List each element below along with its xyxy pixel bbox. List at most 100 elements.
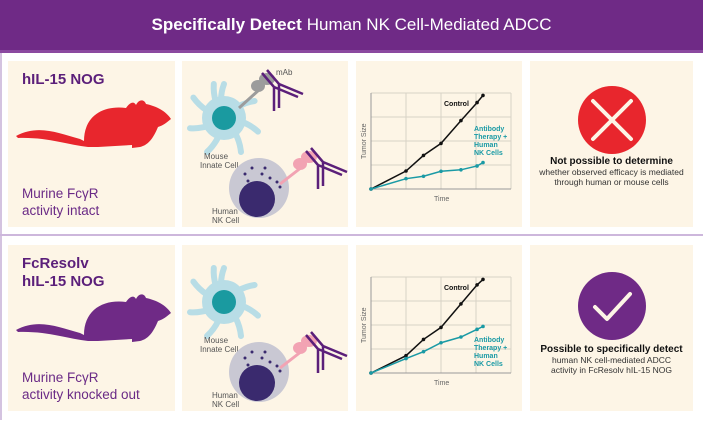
- mouse-innate-cell: [187, 81, 261, 155]
- granule: [243, 356, 247, 360]
- granule: [263, 350, 267, 354]
- y-axis-label: Tumor Size: [361, 123, 368, 159]
- antibody-series-line: [370, 325, 484, 374]
- mouse-innate-cell: [187, 265, 261, 339]
- data-point: [421, 174, 426, 179]
- data-point: [421, 349, 426, 354]
- data-point: [459, 335, 463, 339]
- legend-antibody: Antibody: [474, 126, 504, 133]
- model-title-2: hIL-15 NOG: [22, 273, 105, 290]
- receptor-stalk: [279, 349, 303, 370]
- conclusion-text: Possible to specifically detect human NK …: [530, 344, 693, 376]
- header-title-rest: Human NK Cell-Mediated ADCC: [306, 15, 552, 34]
- legend-control: Control: [444, 285, 469, 292]
- page-header: Specifically Detect Human NK Cell-Mediat…: [0, 0, 703, 53]
- model-note-1: Murine FcγR: [22, 186, 99, 201]
- antibody-icon: [305, 331, 348, 373]
- data-point: [439, 325, 443, 330]
- granule: [275, 364, 279, 368]
- x-axis-label: Time: [434, 380, 449, 387]
- data-point: [439, 169, 443, 174]
- x-mark: [591, 99, 633, 141]
- granule: [250, 350, 254, 354]
- nk-cell-label: Human: [212, 391, 238, 400]
- data-point: [421, 153, 426, 158]
- tumor-chart-panel: Time Tumor Size Control Antibody Therapy + Hu…: [356, 245, 522, 411]
- granule: [268, 176, 272, 180]
- model-note-2: activity intact: [22, 203, 100, 218]
- antibody-icon: [261, 69, 304, 111]
- human-nk-cell: [229, 158, 289, 218]
- result-panel: Possible to specifically detect human NK …: [530, 245, 693, 411]
- legend-antibody: NK Cells: [474, 361, 503, 368]
- granule: [278, 369, 282, 373]
- mab-label: mAb: [276, 68, 293, 77]
- data-point: [404, 169, 408, 173]
- result-circle: [578, 272, 646, 340]
- conclusion-bold: Possible to specifically detect: [540, 344, 683, 355]
- result-panel: Not possible to determine whether observe…: [530, 61, 693, 227]
- data-point: [404, 353, 408, 358]
- conclusion-1: whether observed efficacy is mediated: [539, 167, 684, 177]
- antibody-icon: [305, 147, 348, 189]
- data-point: [421, 337, 426, 342]
- legend-antibody: Antibody: [474, 337, 504, 344]
- nk-cell-label: NK Cell: [212, 400, 239, 409]
- nk-cell-nucleus: [239, 181, 275, 217]
- left-rule: [0, 53, 2, 420]
- granule: [250, 166, 254, 170]
- nk-cell-label: Human: [212, 207, 238, 216]
- antibody-series-line: [370, 161, 484, 190]
- data-point: [369, 187, 373, 191]
- innate-cell-label: Mouse: [204, 336, 229, 345]
- innate-cell-nucleus: [212, 290, 236, 314]
- model-title: FcResolv hIL-15 NOG: [22, 255, 105, 291]
- mechanism-panel: Mouse Innate Cell Human NK Cell: [182, 245, 348, 411]
- conclusion-2: through human or mouse cells: [554, 177, 669, 187]
- nk-cell-label: NK Cell: [212, 216, 239, 225]
- granule: [263, 166, 267, 170]
- antibody-shape: [305, 331, 348, 373]
- x-axis-label: Time: [434, 196, 449, 203]
- legend-antibody: Therapy +: [474, 345, 507, 352]
- legend-antibody: NK Cells: [474, 150, 503, 157]
- control-series-line: [370, 278, 484, 374]
- legend-antibody: Human: [474, 353, 498, 360]
- data-point: [481, 277, 485, 282]
- conclusion-bold: Not possible to determine: [550, 156, 673, 167]
- data-point: [475, 164, 479, 168]
- data-point: [481, 160, 485, 165]
- antibody-shape: [305, 147, 348, 189]
- innate-cell-nucleus: [212, 106, 236, 130]
- conclusion-text: Not possible to determine whether observe…: [530, 156, 693, 188]
- header-title-bold: Specifically Detect: [151, 15, 302, 34]
- mechanism-panel: Mouse Innate Cell mAb Human NK Cell: [182, 61, 348, 227]
- legend-antibody: Therapy +: [474, 134, 507, 141]
- model-note: Murine FcγR activity intact: [22, 185, 99, 219]
- data-point: [369, 371, 373, 375]
- y-axis-label: Tumor Size: [361, 307, 368, 343]
- model-note-1: Murine FcγR: [22, 370, 99, 385]
- data-point: [439, 141, 443, 146]
- data-point: [475, 100, 479, 105]
- data-point: [404, 356, 408, 361]
- innate-cell-label: Innate Cell: [200, 345, 238, 354]
- granule: [243, 172, 247, 176]
- model-title-1: hIL-15 NOG: [22, 71, 105, 88]
- granule: [260, 356, 264, 360]
- legend-control: Control: [444, 101, 469, 108]
- nk-cell-nucleus: [239, 365, 275, 401]
- granule: [268, 360, 272, 364]
- data-point: [481, 93, 485, 98]
- check-mark: [593, 292, 632, 321]
- mouse-icon: [16, 294, 171, 342]
- granule: [246, 363, 250, 367]
- data-point: [475, 327, 479, 332]
- granule: [246, 179, 250, 183]
- model-panel: FcResolv hIL-15 NOG Murine FcγR activity k…: [8, 245, 175, 411]
- receptor-stalk: [279, 165, 303, 186]
- tumor-chart-panel: Time Tumor Size Control Antibody Therapy + Hu…: [356, 61, 522, 227]
- data-point: [459, 118, 463, 123]
- granule: [278, 185, 282, 189]
